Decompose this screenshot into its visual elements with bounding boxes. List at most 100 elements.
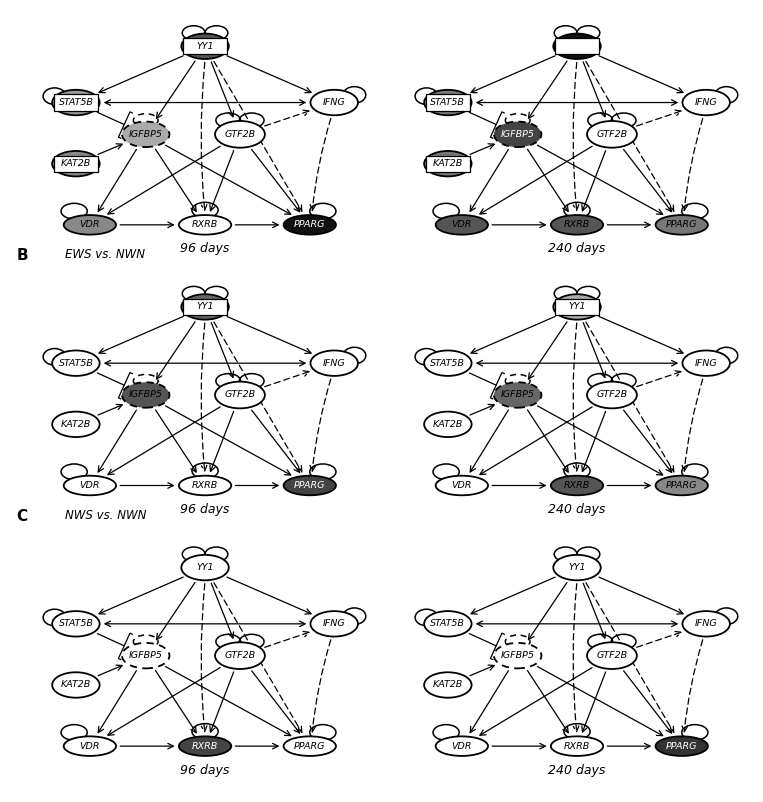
Text: RXRB: RXRB [192, 481, 218, 490]
Ellipse shape [52, 90, 100, 115]
Text: YY1: YY1 [196, 42, 214, 51]
Ellipse shape [284, 736, 336, 756]
Ellipse shape [436, 476, 488, 496]
Text: PPARG: PPARG [294, 481, 326, 490]
Ellipse shape [682, 350, 730, 376]
FancyBboxPatch shape [183, 299, 227, 315]
Text: C: C [17, 509, 27, 524]
FancyBboxPatch shape [183, 38, 227, 55]
Ellipse shape [52, 151, 100, 176]
Ellipse shape [587, 121, 637, 148]
Ellipse shape [424, 411, 472, 437]
Ellipse shape [587, 382, 637, 408]
Text: PPARG: PPARG [294, 742, 326, 751]
Ellipse shape [655, 215, 708, 235]
Text: IFNG: IFNG [695, 98, 717, 107]
Text: PPARG: PPARG [294, 221, 326, 229]
Ellipse shape [424, 611, 472, 637]
Text: 240 days: 240 days [549, 242, 606, 255]
Text: RXRB: RXRB [564, 481, 590, 490]
Text: IGFBP5: IGFBP5 [501, 391, 535, 399]
Ellipse shape [215, 642, 265, 669]
Text: A: A [17, 0, 28, 2]
Text: IGFBP5: IGFBP5 [129, 391, 163, 399]
Ellipse shape [215, 121, 265, 148]
Text: B: B [17, 249, 28, 263]
Text: IFNG: IFNG [695, 358, 717, 367]
Text: PPARG: PPARG [666, 481, 697, 490]
Text: 96 days: 96 days [180, 242, 230, 255]
Ellipse shape [436, 736, 488, 756]
Text: IGFBP5: IGFBP5 [129, 651, 163, 660]
Ellipse shape [63, 736, 116, 756]
Text: RXRB: RXRB [192, 221, 218, 229]
Text: YY1: YY1 [568, 302, 586, 311]
Text: VDR: VDR [79, 481, 100, 490]
Text: STAT5B: STAT5B [59, 98, 93, 107]
Text: 96 days: 96 days [180, 764, 230, 776]
Ellipse shape [122, 383, 169, 407]
FancyBboxPatch shape [426, 156, 470, 172]
Ellipse shape [311, 350, 358, 376]
Text: YY1: YY1 [196, 563, 214, 572]
Text: IGFBP5: IGFBP5 [501, 651, 535, 660]
Text: IFNG: IFNG [323, 619, 346, 628]
Text: EWS vs. NWN: EWS vs. NWN [66, 249, 146, 261]
Text: IFNG: IFNG [695, 619, 717, 628]
Text: YY1: YY1 [568, 563, 586, 572]
Text: 240 days: 240 days [549, 503, 606, 516]
Ellipse shape [553, 294, 600, 320]
Ellipse shape [122, 643, 169, 668]
Ellipse shape [311, 90, 358, 115]
Ellipse shape [553, 555, 600, 581]
Ellipse shape [655, 476, 708, 496]
Ellipse shape [587, 642, 637, 669]
Text: VDR: VDR [79, 221, 100, 229]
Ellipse shape [179, 476, 231, 496]
Ellipse shape [52, 672, 100, 698]
Text: RXRB: RXRB [192, 742, 218, 751]
Text: KAT2B: KAT2B [61, 419, 91, 429]
Text: VDR: VDR [79, 742, 100, 751]
Ellipse shape [655, 736, 708, 756]
Text: KAT2B: KAT2B [433, 419, 463, 429]
Text: VDR: VDR [452, 742, 472, 751]
Ellipse shape [553, 34, 600, 59]
Text: IGFBP5: IGFBP5 [501, 130, 535, 139]
FancyBboxPatch shape [54, 156, 98, 172]
Text: KAT2B: KAT2B [61, 680, 91, 690]
Text: STAT5B: STAT5B [59, 358, 93, 367]
Text: GTF2B: GTF2B [224, 130, 256, 139]
Text: 96 days: 96 days [180, 503, 230, 516]
Ellipse shape [424, 350, 472, 376]
Text: PPARG: PPARG [666, 742, 697, 751]
Ellipse shape [52, 411, 100, 437]
Text: IFNG: IFNG [323, 358, 346, 367]
Text: IGFBP5: IGFBP5 [129, 130, 163, 139]
Text: GTF2B: GTF2B [597, 130, 627, 139]
Text: GTF2B: GTF2B [597, 391, 627, 399]
Ellipse shape [424, 672, 472, 698]
Text: YY1: YY1 [568, 42, 586, 51]
Ellipse shape [682, 611, 730, 637]
Text: STAT5B: STAT5B [430, 358, 465, 367]
Ellipse shape [52, 611, 100, 637]
Text: KAT2B: KAT2B [433, 680, 463, 690]
Text: GTF2B: GTF2B [224, 391, 256, 399]
Ellipse shape [215, 382, 265, 408]
Ellipse shape [494, 122, 542, 147]
Ellipse shape [551, 476, 604, 496]
Text: YY1: YY1 [196, 302, 214, 311]
Ellipse shape [551, 215, 604, 235]
Ellipse shape [182, 34, 229, 59]
Text: VDR: VDR [452, 221, 472, 229]
Ellipse shape [311, 611, 358, 637]
Text: GTF2B: GTF2B [224, 651, 256, 660]
Ellipse shape [494, 383, 542, 407]
FancyBboxPatch shape [54, 95, 98, 111]
Ellipse shape [179, 736, 231, 756]
Ellipse shape [179, 215, 231, 235]
Ellipse shape [284, 476, 336, 496]
Ellipse shape [63, 215, 116, 235]
Ellipse shape [424, 151, 472, 176]
